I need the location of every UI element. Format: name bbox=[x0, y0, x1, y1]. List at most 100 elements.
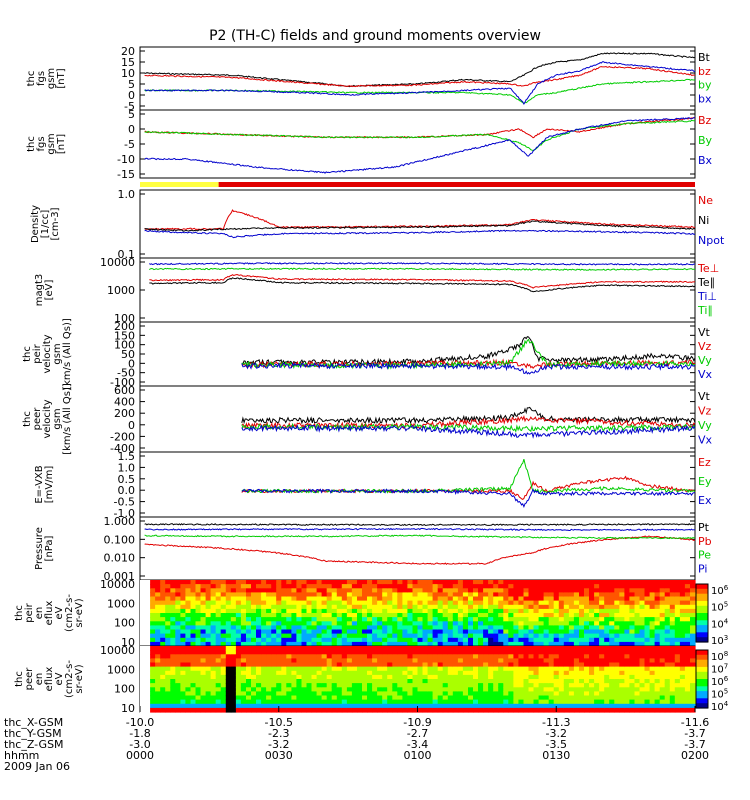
spectrogram-cell bbox=[599, 691, 605, 697]
spectrogram-cell bbox=[160, 666, 166, 672]
spectrogram-cell bbox=[558, 637, 565, 643]
spectrogram-cell bbox=[407, 695, 413, 701]
spectrogram-cell bbox=[291, 666, 297, 672]
spectrogram-cell bbox=[584, 641, 590, 647]
spectrogram-cell bbox=[266, 608, 272, 614]
spectrogram-cell bbox=[301, 613, 308, 618]
spectrogram-cell bbox=[195, 600, 202, 606]
spectrogram-cell bbox=[503, 617, 509, 622]
spectrogram-cell bbox=[447, 654, 454, 659]
spectrogram-cell bbox=[240, 674, 247, 680]
spectrogram-cell bbox=[230, 613, 237, 618]
spectrogram-cell bbox=[432, 629, 439, 635]
spectrogram-cell bbox=[609, 608, 615, 614]
spectrogram-cell bbox=[649, 703, 656, 709]
ytick-p7-0: 1.5 bbox=[118, 450, 136, 463]
spectrogram-cell bbox=[488, 604, 494, 610]
spectrogram-cell bbox=[336, 679, 343, 684]
spectrogram-cell bbox=[573, 687, 580, 692]
spectrogram-cell bbox=[331, 617, 338, 622]
spectrogram-cell bbox=[447, 650, 454, 655]
spectrogram-cell bbox=[639, 658, 646, 664]
spectrogram-cell bbox=[462, 629, 469, 635]
spectrogram-cell bbox=[644, 592, 651, 598]
spectrogram-cell bbox=[382, 699, 388, 705]
spectrogram-cell bbox=[483, 604, 489, 610]
spectrogram-cell bbox=[609, 658, 615, 664]
spectrogram-cell bbox=[644, 629, 651, 635]
spectrogram-cell bbox=[568, 629, 575, 635]
spectrogram-cell bbox=[669, 654, 676, 659]
spectrogram-cell bbox=[276, 584, 282, 589]
spectrogram-cell bbox=[649, 658, 656, 664]
spectrogram-cell bbox=[170, 596, 176, 602]
spectrogram-cell bbox=[306, 707, 313, 713]
spectrogram-cell bbox=[150, 658, 156, 664]
spectrogram-cell bbox=[341, 596, 348, 602]
spectrogram-cell bbox=[674, 666, 681, 672]
spectrogram-cell bbox=[498, 674, 504, 680]
spectrogram-cell bbox=[584, 674, 590, 680]
spectrogram-cell bbox=[573, 695, 580, 701]
spectrogram-cell bbox=[654, 633, 661, 639]
spectrogram-cell bbox=[442, 679, 449, 684]
spectrogram-cell bbox=[427, 608, 434, 614]
spectrogram-cell bbox=[488, 621, 494, 626]
spectrogram-cell bbox=[160, 625, 166, 631]
spectrogram-cell bbox=[508, 707, 514, 713]
spectrogram-cell bbox=[150, 670, 156, 676]
spectrogram-cell bbox=[240, 691, 247, 697]
spectrogram-cell bbox=[205, 650, 212, 655]
spectrogram-cell bbox=[341, 691, 348, 697]
spectrogram-cell bbox=[624, 658, 630, 664]
spectrogram-cell bbox=[624, 633, 630, 639]
spectrogram-cell bbox=[306, 650, 313, 655]
spectrogram-cell bbox=[195, 633, 202, 639]
spectrogram-cell bbox=[281, 633, 287, 639]
spectrogram-cell bbox=[493, 604, 499, 610]
spectrogram-cell bbox=[261, 699, 267, 705]
spectrogram-cell bbox=[604, 625, 610, 631]
spectrogram-cell bbox=[518, 588, 524, 593]
spectrogram-cell bbox=[185, 650, 191, 655]
spectrogram-cell bbox=[316, 608, 323, 614]
spectrogram-cell bbox=[488, 658, 494, 664]
spectrogram-cell bbox=[271, 600, 277, 606]
spectrogram-cell bbox=[553, 584, 560, 589]
spectrogram-cell bbox=[548, 629, 555, 635]
spectrogram-cell bbox=[276, 670, 282, 676]
spectrogram-cell bbox=[382, 637, 388, 643]
spectrogram-cell bbox=[518, 674, 524, 680]
spectrogram-cell bbox=[200, 646, 207, 651]
spectrogram-cell bbox=[518, 580, 524, 585]
spectrogram-cell bbox=[357, 608, 363, 614]
spectrogram-cell bbox=[684, 691, 691, 697]
spectrogram-cell bbox=[452, 629, 459, 635]
spectrogram-cell bbox=[286, 588, 292, 593]
spectrogram-cell bbox=[679, 703, 686, 709]
spectrogram-cell bbox=[220, 604, 227, 610]
panel-frame-p2 bbox=[139, 109, 696, 179]
spectrogram-cell bbox=[150, 600, 156, 606]
spectrogram-cell bbox=[589, 637, 595, 643]
spectrogram-cell bbox=[200, 608, 207, 614]
spectrogram-cell bbox=[235, 666, 242, 672]
spectrogram-cell bbox=[140, 604, 146, 610]
spectrogram-cell bbox=[488, 646, 494, 651]
spectrogram-cell bbox=[604, 695, 610, 701]
spectrogram-cell bbox=[271, 633, 277, 639]
spectrogram-cell bbox=[634, 604, 641, 610]
spectrogram-cell bbox=[679, 658, 686, 664]
spectrogram-cell bbox=[538, 600, 545, 606]
spectrogram-cell bbox=[301, 629, 308, 635]
spectrogram-cell bbox=[654, 596, 661, 602]
spectrogram-cell bbox=[271, 679, 277, 684]
spectrogram-cell bbox=[331, 641, 338, 647]
spectrogram-cell bbox=[175, 621, 181, 626]
spectrogram-cell bbox=[473, 580, 479, 585]
spectrogram-cell bbox=[624, 646, 630, 651]
series-p6-Vy bbox=[241, 422, 696, 433]
spectrogram-cell bbox=[584, 683, 590, 688]
spectrogram-cell bbox=[442, 658, 449, 664]
spectrogram-cell bbox=[306, 670, 313, 676]
